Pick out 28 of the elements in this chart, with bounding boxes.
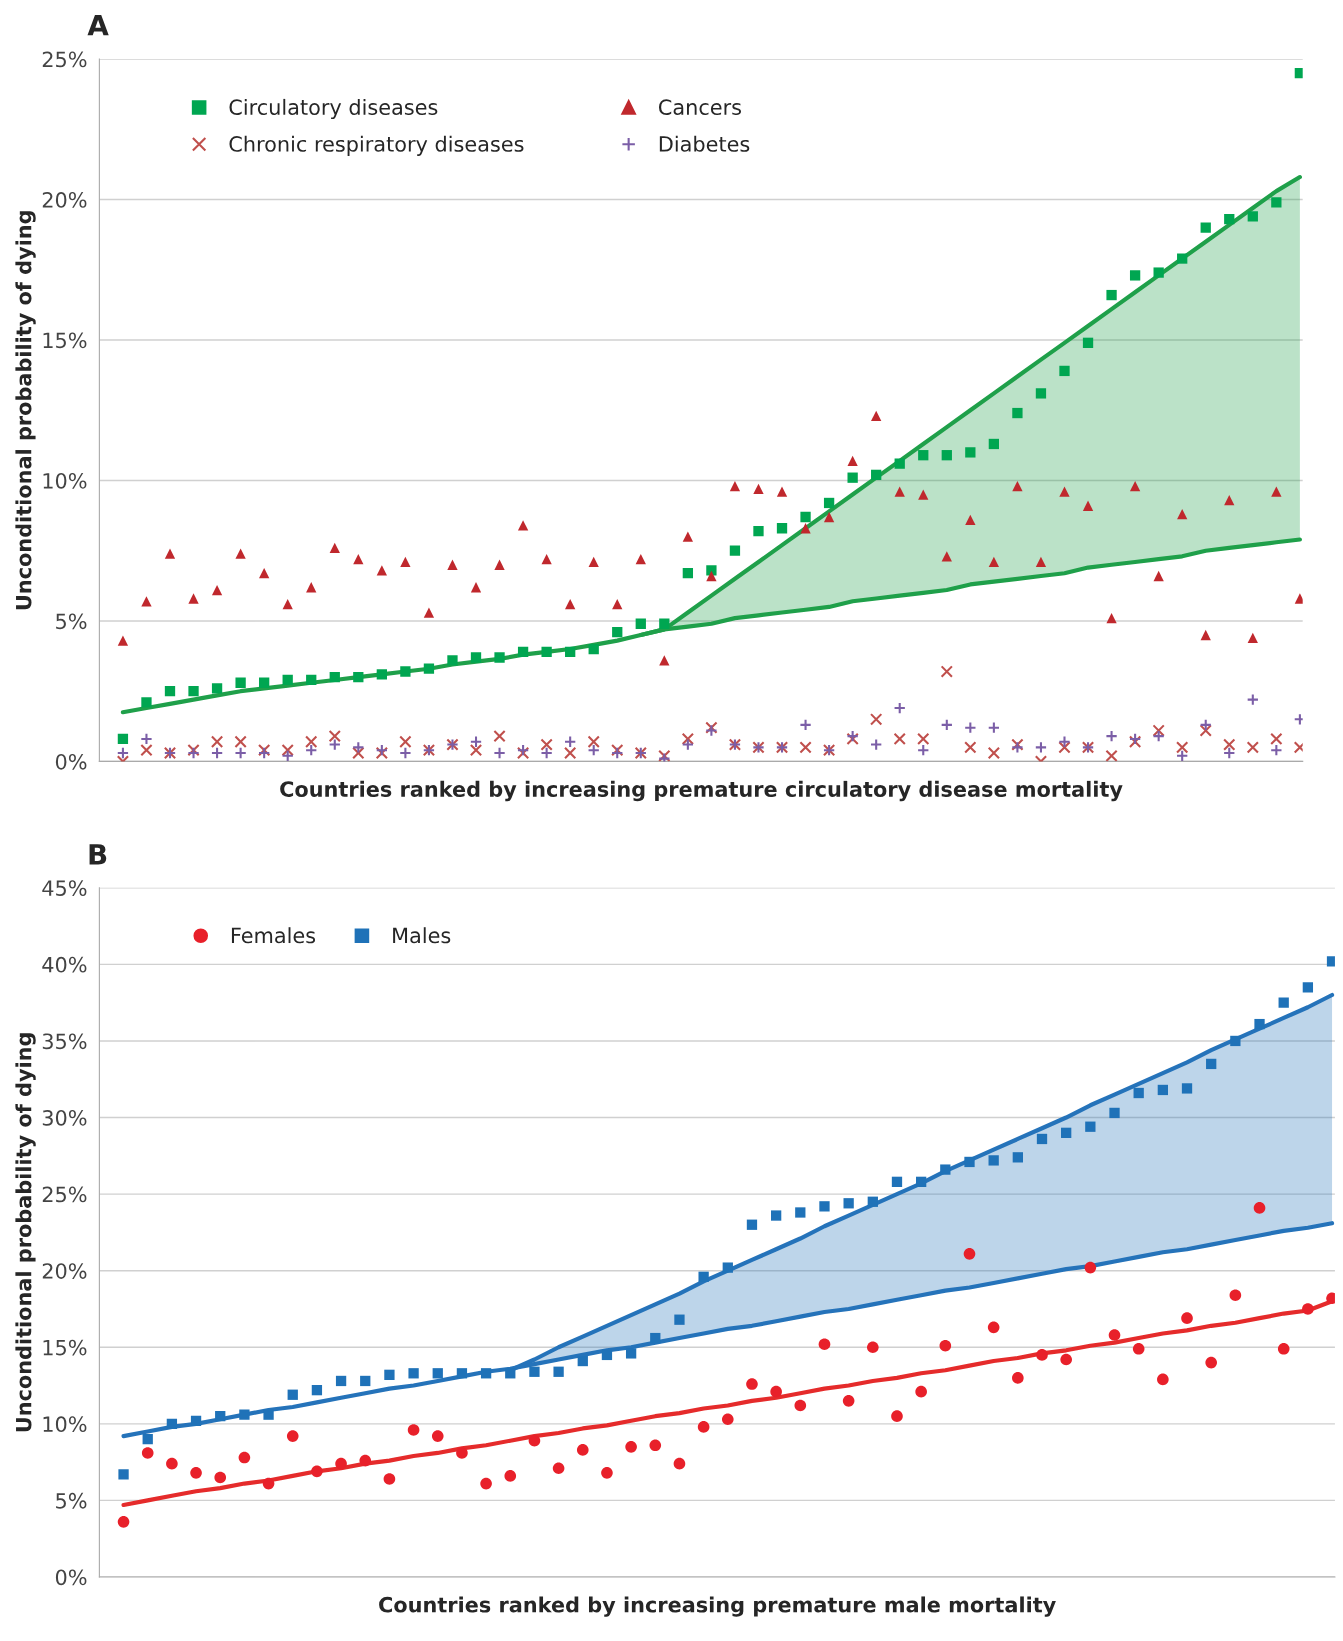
y-tick-label: 0%	[55, 753, 87, 770]
y-tick-label: 40%	[42, 956, 87, 973]
legend-label: Cancers	[658, 99, 741, 116]
text: B	[89, 844, 107, 865]
y-tick-label: 15%	[43, 1339, 87, 1356]
y-tick-label: 30%	[42, 1109, 87, 1126]
y-tick-label: 5%	[56, 613, 87, 630]
y-axis-title: Unconditional probability of dying	[15, 211, 36, 610]
y-tick-label: 25%	[42, 51, 87, 68]
legend-label: Females	[231, 927, 316, 944]
x-axis-title: Countries ranked by increasing premature male mortality	[379, 1596, 1056, 1617]
x-axis-title: Countries ranked by increasing premature circulatory disease mortality	[280, 780, 1123, 802]
y-axis-title: Unconditional probability of dying	[15, 1033, 36, 1432]
y-tick-label: 35%	[42, 1033, 87, 1050]
y-tick-label: 45%	[42, 880, 87, 896]
legend-label: Chronic respiratory diseases	[229, 135, 524, 156]
y-tick-label: 20%	[42, 192, 87, 208]
legend-label: Circulatory diseases	[229, 98, 438, 120]
y-tick-label: 20%	[42, 1263, 87, 1279]
text: A	[87, 14, 109, 36]
legend-label: Males	[393, 927, 451, 944]
y-tick-label: 10%	[43, 1416, 87, 1433]
y-tick-label: 10%	[43, 472, 87, 489]
y-tick-label: 0%	[55, 1569, 87, 1586]
y-tick-label: 15%	[43, 332, 87, 349]
y-tick-label: 5%	[56, 1492, 87, 1509]
legend-label: Diabetes	[659, 135, 750, 152]
y-tick-label: 25%	[42, 1186, 87, 1203]
